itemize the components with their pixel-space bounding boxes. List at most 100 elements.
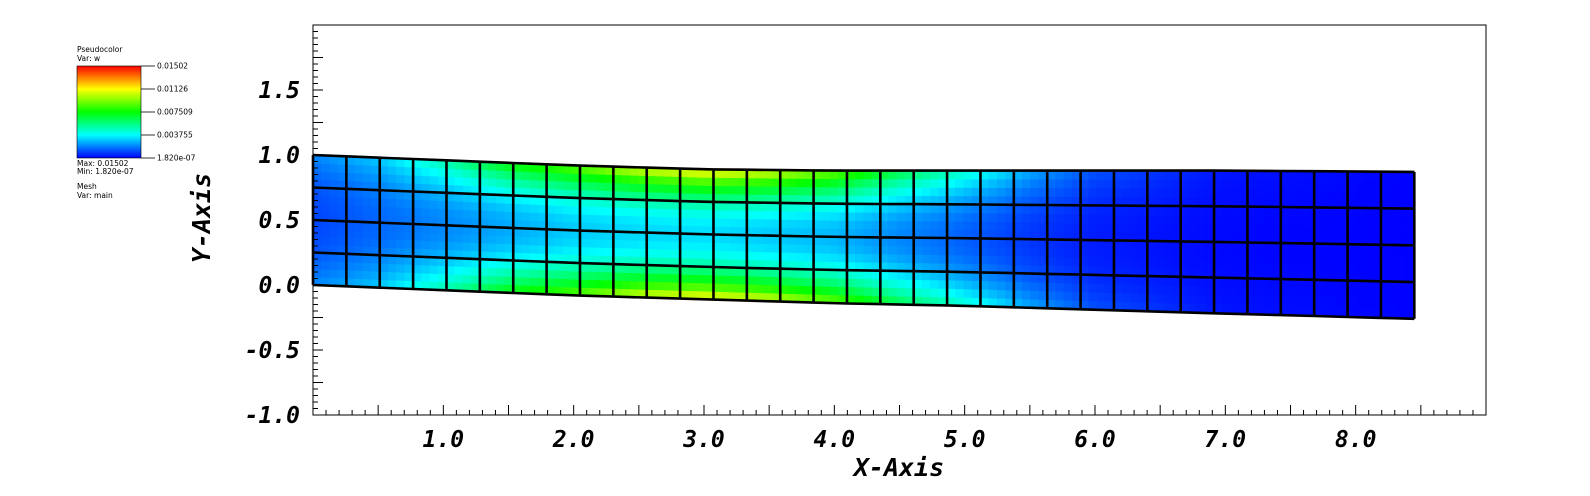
mesh-cell [546, 228, 581, 264]
y-axis-ticks [313, 31, 323, 409]
mesh-cell [1280, 206, 1315, 244]
mesh-cell [1080, 170, 1115, 206]
mesh-cell [1247, 277, 1282, 316]
legend-max: Max: 0.01502 [77, 159, 129, 168]
mesh-cell [1080, 239, 1115, 276]
mesh-cell [346, 188, 381, 224]
y-tick-label: 1.0 [258, 143, 300, 169]
mesh-cell [946, 170, 981, 205]
mesh-cell [1013, 170, 1048, 206]
mesh-cell [1380, 207, 1415, 246]
mesh-cells [312, 154, 1415, 320]
mesh-cell [746, 234, 781, 270]
mesh-cell [446, 192, 481, 228]
x-tick-label: 3.0 [682, 427, 725, 453]
x-tick-label: 2.0 [552, 427, 595, 453]
mesh-cell [312, 219, 347, 255]
mesh-cell [1180, 170, 1215, 207]
mesh-cell [1147, 170, 1181, 207]
colorbar-tick-label: 0.007509 [157, 108, 193, 117]
mesh-cell [813, 170, 848, 205]
mesh-cell [1347, 243, 1382, 282]
mesh-cell [1113, 275, 1148, 312]
mesh-cell [1113, 240, 1148, 277]
mesh-cell [980, 204, 1015, 240]
x-tick-label: 5.0 [944, 427, 986, 453]
mesh-cell [613, 166, 648, 201]
mesh-cell [446, 224, 481, 260]
x-axis-ticks [325, 405, 1474, 415]
mesh-cell [446, 159, 481, 195]
y-tick-label: 0.0 [258, 273, 300, 299]
mesh-row-line [312, 283, 1415, 321]
y-axis-title: Y-Axis [187, 173, 216, 263]
mesh-cell [846, 269, 881, 305]
mesh-cell [479, 258, 514, 294]
mesh-cell [1213, 205, 1248, 243]
mesh-cell [1247, 242, 1282, 280]
legend-mesh-var: Var: main [77, 191, 113, 200]
mesh-cell [1180, 276, 1215, 314]
mesh-cell [379, 222, 414, 257]
mesh-cell [346, 155, 381, 191]
mesh-cell [1380, 244, 1415, 283]
mesh-cell [746, 169, 781, 204]
mesh-cell [713, 234, 748, 269]
mesh-cell [779, 169, 814, 204]
x-tick-label: 7.0 [1205, 427, 1247, 453]
mesh-cell [379, 189, 414, 225]
mesh-cell [1247, 170, 1282, 208]
mesh-cell [1080, 204, 1115, 241]
mesh-cell [613, 198, 648, 233]
mesh-row-line [312, 218, 1415, 247]
mesh-cell [1013, 272, 1048, 309]
mesh-cell [546, 196, 581, 231]
mesh-cell [1313, 279, 1348, 318]
mesh-cell [679, 233, 714, 268]
mesh-row-line [312, 186, 1415, 210]
mesh-cell [946, 271, 981, 307]
mesh-cell [1147, 275, 1181, 313]
colorbar-tick-label: 0.003755 [157, 131, 193, 140]
mesh-cell [579, 165, 614, 200]
mesh-cell [679, 200, 714, 235]
mesh-cell [346, 253, 381, 289]
mesh-cell [1046, 239, 1081, 275]
mesh-cell [879, 170, 915, 205]
mesh-cell [312, 187, 347, 222]
mesh-grid-lines [311, 153, 1416, 321]
mesh-cell [312, 154, 347, 190]
y-tick-label: -1.0 [245, 403, 300, 429]
mesh-cell [1313, 170, 1348, 209]
mesh-cell [646, 167, 681, 202]
mesh-cell [412, 256, 447, 291]
mesh-cell [1213, 170, 1248, 207]
mesh-cell [512, 195, 547, 230]
mesh-cell [1380, 280, 1415, 320]
mesh-cell [813, 236, 848, 271]
mesh-cell [346, 220, 381, 256]
mesh-cell [746, 202, 781, 237]
x-axis-tick-labels: 1.0 2.0 3.0 4.0 5.0 6.0 7.0 8.0 [423, 427, 1377, 453]
mesh-cell [479, 161, 514, 196]
mesh-cell [646, 199, 681, 234]
mesh-cell [946, 237, 981, 273]
mesh-cell [546, 261, 581, 296]
legend-plot-name: Pseudocolor [77, 45, 123, 54]
mesh-cell [879, 203, 915, 239]
mesh-cell [446, 257, 481, 293]
mesh-cell [1380, 171, 1415, 209]
mesh-cell [980, 170, 1015, 206]
mesh-cell [1347, 207, 1382, 246]
mesh-cell [713, 266, 748, 301]
mesh-cell [1280, 170, 1315, 208]
mesh-cell [846, 203, 881, 238]
mesh-cell [1213, 277, 1248, 315]
legend-min: Min: 1.820e-07 [77, 167, 134, 176]
colorbar-tick-label: 0.01126 [157, 85, 188, 94]
mesh-cell [579, 262, 614, 297]
mesh-cell [980, 272, 1015, 308]
mesh-cell [1313, 207, 1348, 245]
colorbar-ticks: 0.01502 0.01126 0.007509 0.003755 1.820e-07 [141, 62, 196, 163]
legend-mesh-name: Mesh [77, 182, 97, 191]
